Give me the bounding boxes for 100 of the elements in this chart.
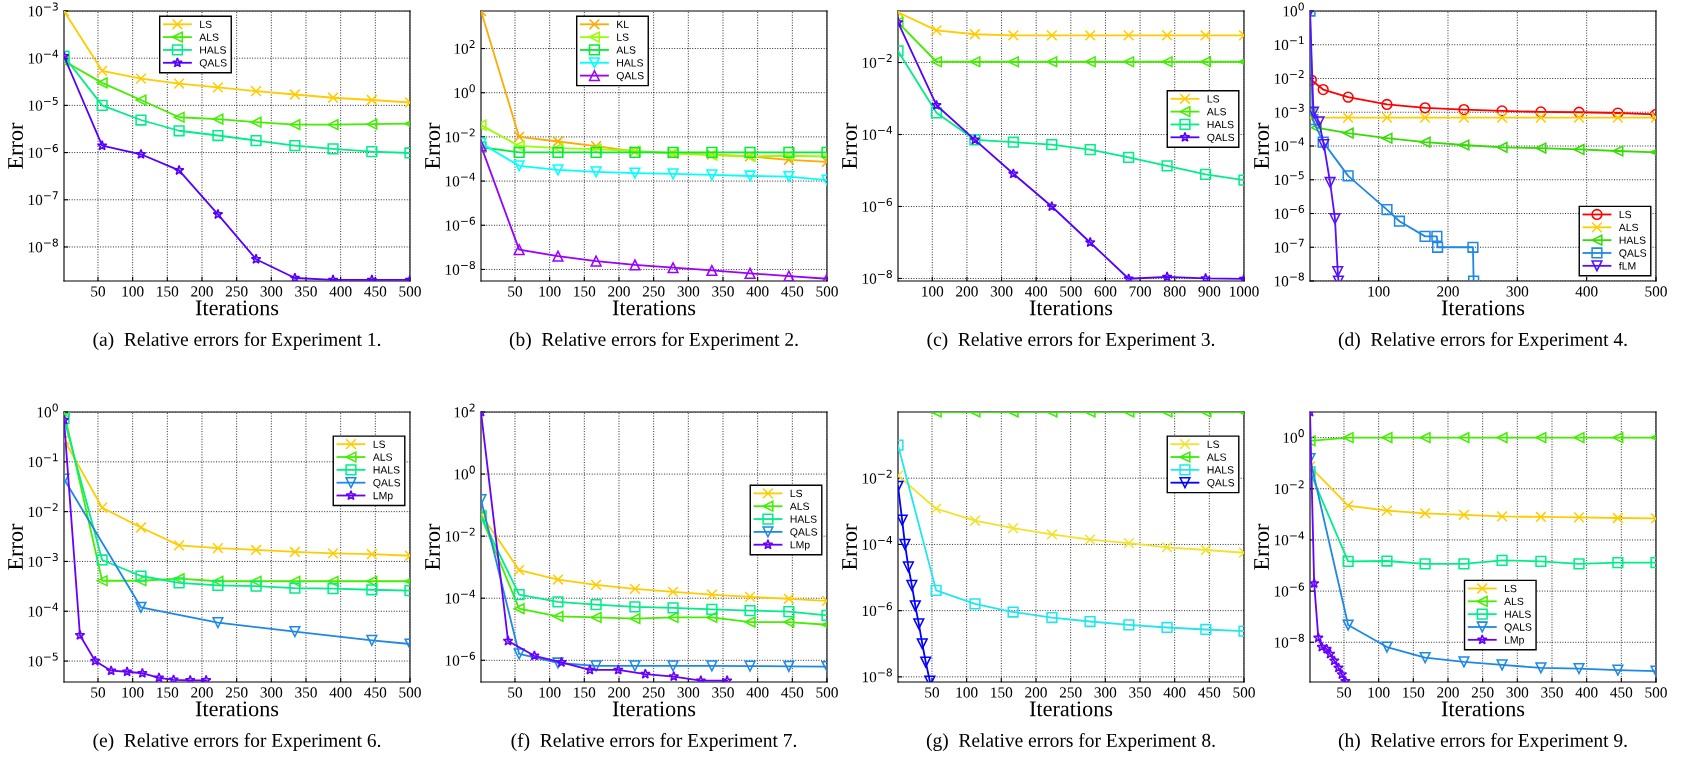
y-axis-title: Error <box>842 122 857 169</box>
point <box>1084 29 1096 41</box>
x-tick-label: 50 <box>91 687 106 698</box>
point <box>1321 643 1333 654</box>
legend-label: fLM <box>1618 261 1636 270</box>
point <box>1496 510 1508 523</box>
point <box>920 656 932 668</box>
x-tick-label: 100 <box>122 286 144 297</box>
x-tick-label: 600 <box>1094 286 1117 297</box>
point <box>706 660 718 672</box>
y-tick-label: 10$^{−3}$ <box>28 2 58 17</box>
point <box>584 664 596 675</box>
point <box>173 111 185 123</box>
point <box>629 660 641 672</box>
point <box>902 561 915 573</box>
legend-label: QALS <box>1207 133 1235 143</box>
x-tick-label: 300 <box>677 687 700 698</box>
point <box>366 575 378 587</box>
point <box>1431 230 1443 243</box>
point <box>1161 160 1173 172</box>
text: (d) Relative errors for Experiment 4. <box>1338 332 1627 350</box>
point <box>629 167 641 179</box>
point <box>1313 116 1325 128</box>
x-tick-label: 400 <box>329 687 352 698</box>
y-axis-title: Error <box>425 122 440 169</box>
point <box>612 664 624 675</box>
x-tick-label: 250 <box>1059 687 1082 698</box>
x-tick-label: 100 <box>1368 286 1390 297</box>
point <box>667 586 679 598</box>
point <box>667 262 679 274</box>
y-tick-label: 10$^{−6}$ <box>445 651 476 666</box>
point <box>1161 29 1173 41</box>
point <box>1612 107 1624 119</box>
point <box>1458 431 1470 444</box>
x-tick-label: 300 <box>1094 687 1117 698</box>
point <box>783 270 795 281</box>
point <box>212 81 224 94</box>
point <box>1419 102 1431 114</box>
point <box>212 113 224 125</box>
point <box>1123 56 1135 68</box>
x-tick-label: 300 <box>1506 286 1529 297</box>
point <box>706 611 718 624</box>
point <box>135 570 147 582</box>
point <box>629 613 641 625</box>
point <box>135 148 147 159</box>
x-tick-label: 350 <box>295 687 317 698</box>
point <box>1381 132 1393 144</box>
point <box>1310 577 1320 589</box>
legend-label: HALS <box>790 515 817 523</box>
point <box>783 660 795 672</box>
point <box>1342 555 1354 568</box>
point <box>513 131 525 143</box>
point <box>783 146 795 158</box>
x-tick-label: 500 <box>1233 687 1255 698</box>
legend-label: ALS <box>616 46 636 54</box>
x-tick-label: 150 <box>991 687 1013 698</box>
point <box>1612 512 1624 524</box>
point <box>212 575 224 587</box>
x-tick-label: 400 <box>746 687 769 698</box>
point <box>1199 56 1212 68</box>
y-tick-label: 10$^{−4}$ <box>445 589 476 604</box>
x-tick-label: 700 <box>1129 286 1151 297</box>
x-tick-label: 500 <box>399 286 421 297</box>
point <box>327 143 339 155</box>
point <box>1496 141 1508 154</box>
x-tick-label: 300 <box>260 687 283 698</box>
point <box>212 579 224 592</box>
point <box>1161 271 1173 281</box>
x-tick-label: 250 <box>225 286 248 297</box>
y-tick-label: 10$^{2}$ <box>454 40 475 54</box>
point <box>1007 56 1019 68</box>
point <box>135 94 147 106</box>
y-axis-title: Error <box>1254 122 1269 169</box>
point <box>1342 499 1354 512</box>
point <box>135 575 147 587</box>
point <box>1431 241 1444 253</box>
point <box>898 514 908 526</box>
point <box>366 584 378 596</box>
point <box>1200 544 1212 556</box>
x-tick-label: 350 <box>1541 687 1563 698</box>
x-tick-label: 450 <box>364 286 387 297</box>
point <box>250 544 262 556</box>
point <box>1612 431 1624 444</box>
point <box>552 146 564 158</box>
legend-label: ALS <box>1504 597 1524 606</box>
text: (a) Relative errors for Experiment 1. <box>93 332 381 350</box>
point <box>1336 668 1348 680</box>
point <box>930 56 943 68</box>
point <box>629 259 641 271</box>
y-axis-title: Error <box>1254 523 1269 570</box>
text: (f) Relative errors for Experiment 7. <box>511 733 797 751</box>
point <box>135 601 147 613</box>
point <box>173 539 185 552</box>
point <box>513 160 525 172</box>
y-axis-title: Error <box>842 523 857 570</box>
point <box>930 584 942 596</box>
y-axis-title: Error <box>425 523 440 570</box>
point <box>1535 511 1547 523</box>
x-tick-label: 200 <box>191 286 213 297</box>
point <box>1458 509 1470 521</box>
